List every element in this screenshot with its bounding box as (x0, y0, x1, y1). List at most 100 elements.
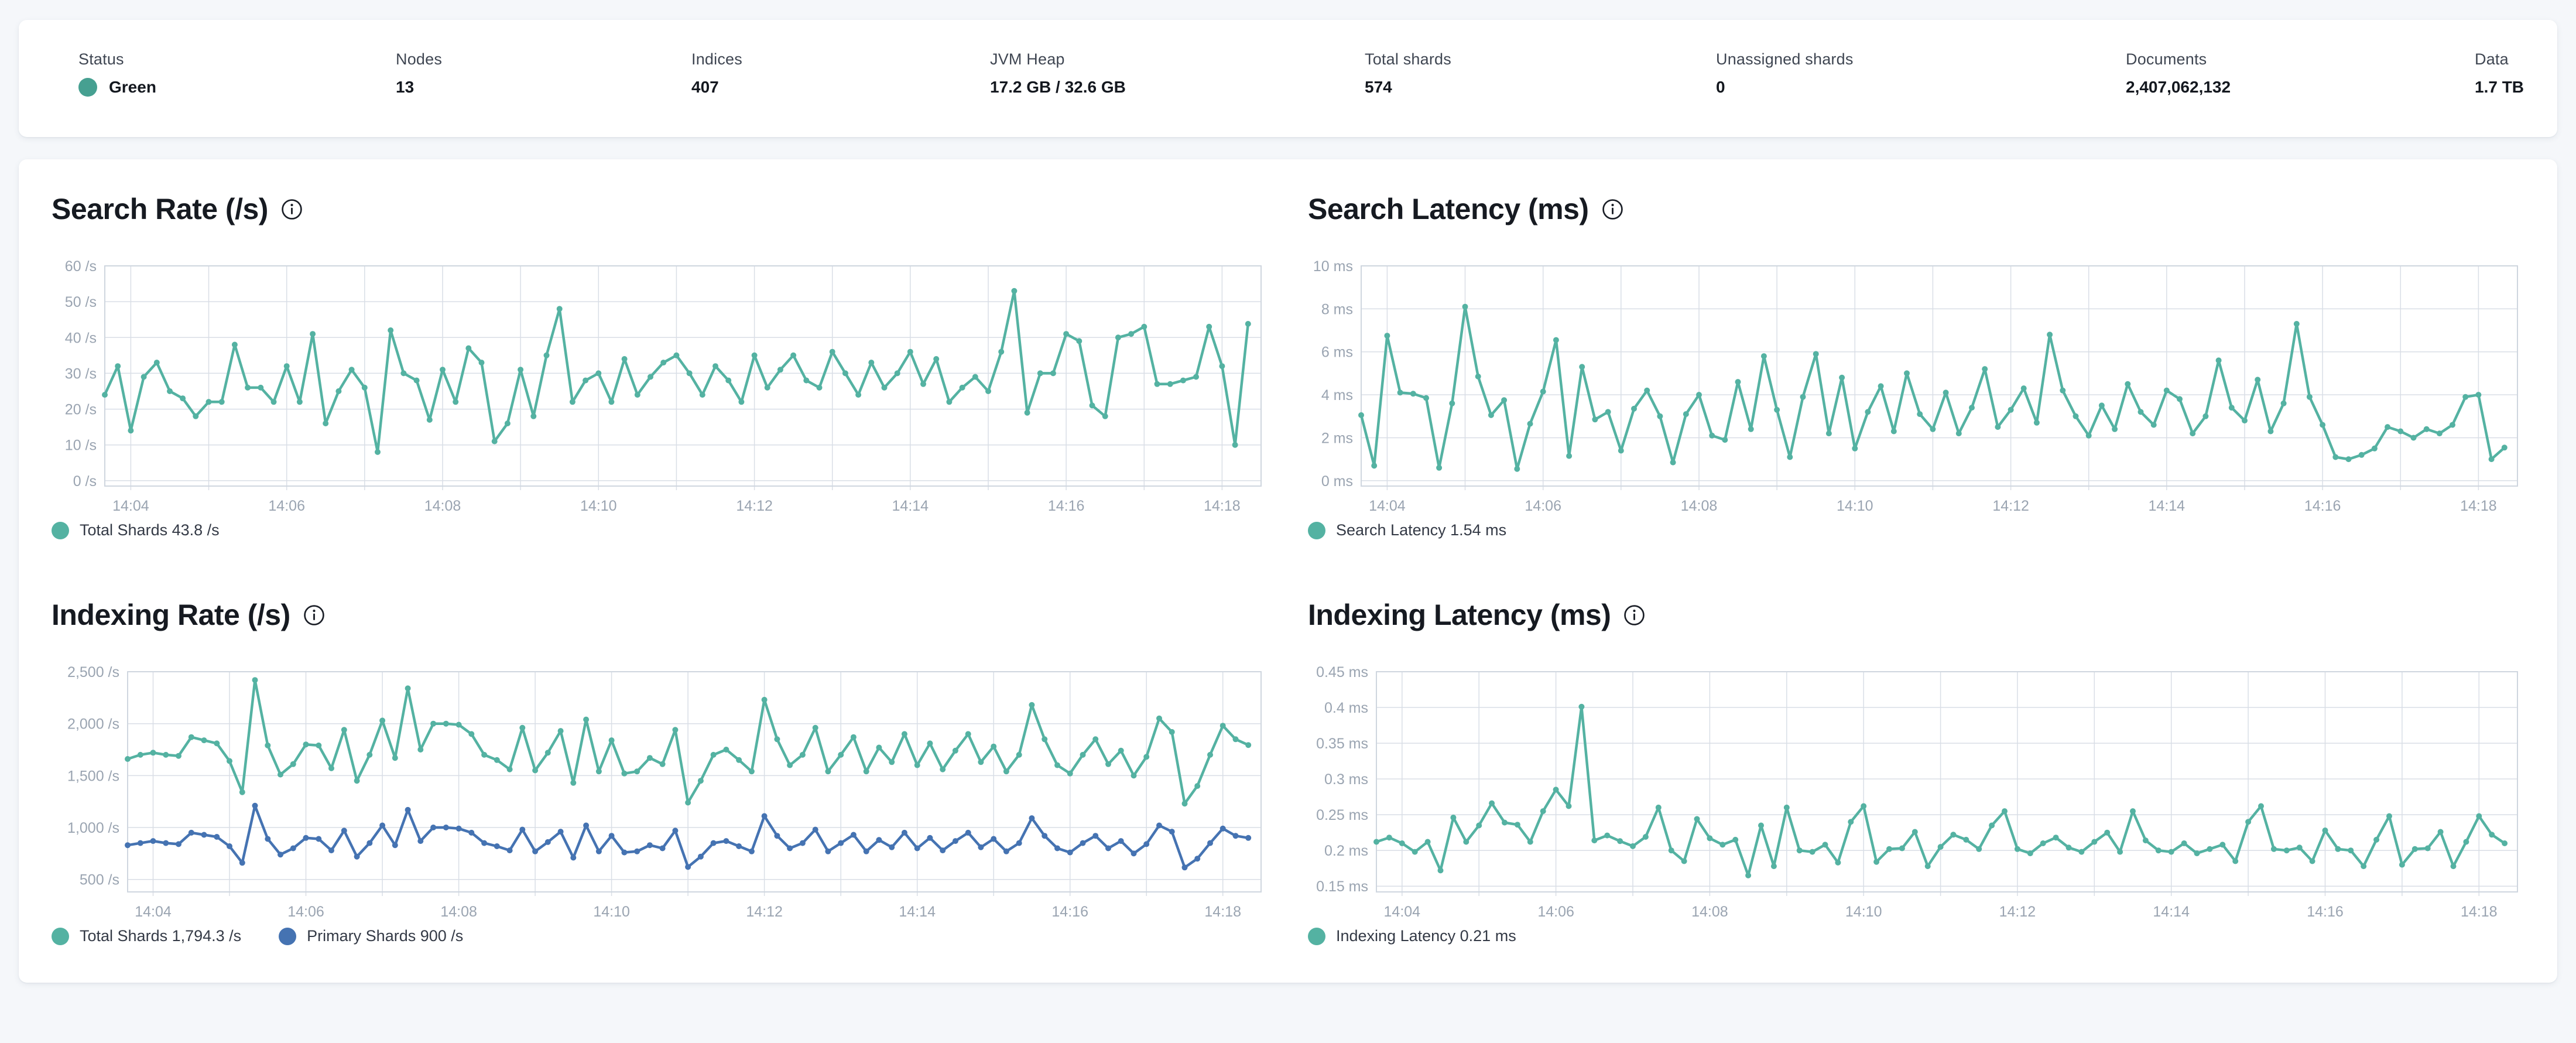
svg-text:14:12: 14:12 (746, 904, 783, 919)
info-icon[interactable] (303, 604, 325, 626)
legend-item: Total Shards 1,794.3 /s (52, 927, 241, 945)
svg-text:14:14: 14:14 (2149, 498, 2186, 513)
legend-dot (279, 927, 297, 945)
status-item-unassigned-shards: Unassigned shards 0 (1716, 50, 1854, 96)
chart-title: Search Latency (ms) (1308, 192, 2527, 226)
svg-text:14:16: 14:16 (2304, 498, 2341, 513)
legend-dot (1308, 927, 1325, 945)
svg-text:0 ms: 0 ms (1321, 473, 1353, 490)
svg-text:14:10: 14:10 (580, 498, 617, 513)
svg-text:14:08: 14:08 (1681, 498, 1718, 513)
svg-text:14:14: 14:14 (892, 498, 929, 513)
svg-text:14:04: 14:04 (1384, 904, 1421, 919)
svg-text:2,500 /s: 2,500 /s (67, 666, 119, 680)
svg-text:0 /s: 0 /s (73, 473, 97, 490)
legend-dot (52, 927, 69, 945)
svg-text:0.4 ms: 0.4 ms (1324, 700, 1368, 716)
svg-text:14:06: 14:06 (287, 904, 324, 919)
svg-text:14:08: 14:08 (1691, 904, 1728, 919)
status-value: Green (78, 78, 396, 97)
svg-text:4 ms: 4 ms (1321, 387, 1353, 403)
status-item-data: Data 1.7 TB (2475, 50, 2524, 96)
chart-legend: Total Shards 43.8 /s (52, 521, 1270, 539)
chart-title: Indexing Rate (/s) (52, 598, 1270, 632)
svg-text:0.35 ms: 0.35 ms (1316, 736, 1368, 752)
search-latency-section: Search Latency (ms) 0 ms 2 ms 4 ms 6 ms 8 ms… (1308, 192, 2527, 539)
cluster-overview-page: Status Green Nodes 13 Indices 407 JVM He… (19, 20, 2557, 983)
status-item-total-shards: Total shards 574 (1365, 50, 1451, 96)
svg-text:50 /s: 50 /s (65, 294, 97, 310)
chart-title: Indexing Latency (ms) (1308, 598, 2527, 632)
svg-text:14:12: 14:12 (1992, 498, 2029, 513)
svg-text:14:12: 14:12 (736, 498, 773, 513)
search-rate-chart[interactable]: 0 /s 10 /s 20 /s 30 /s 40 /s 50 /s 60 /s 14:04 1… (52, 260, 1270, 513)
svg-text:14:06: 14:06 (268, 498, 305, 513)
svg-text:14:16: 14:16 (1048, 498, 1085, 513)
svg-text:30 /s: 30 /s (65, 365, 97, 382)
indexing-latency-chart[interactable]: 0.15 ms 0.2 ms 0.25 ms 0.3 ms 0.35 ms 0.4 ms 0… (1308, 666, 2527, 919)
metrics-panel: Search Rate (/s) 0 /s 10 /s 20 /s 30 /s 40 /… (19, 159, 2557, 983)
svg-text:8 ms: 8 ms (1321, 301, 1353, 317)
svg-text:60 /s: 60 /s (65, 260, 97, 275)
status-badge: Green (109, 78, 156, 96)
status-item-nodes: Nodes 13 (396, 50, 443, 96)
svg-text:14:10: 14:10 (593, 904, 630, 919)
svg-text:14:18: 14:18 (2461, 904, 2498, 919)
svg-text:10 /s: 10 /s (65, 437, 97, 454)
indexing-latency-section: Indexing Latency (ms) 0.15 ms 0.2 ms 0.25 … (1308, 598, 2527, 945)
svg-text:0.45 ms: 0.45 ms (1316, 666, 1368, 680)
legend-item: Primary Shards 900 /s (279, 927, 463, 945)
svg-text:0.15 ms: 0.15 ms (1316, 878, 1368, 895)
svg-text:6 ms: 6 ms (1321, 344, 1353, 361)
legend-item: Total Shards 43.8 /s (52, 521, 220, 539)
svg-text:0.2 ms: 0.2 ms (1324, 843, 1368, 859)
search-rate-section: Search Rate (/s) 0 /s 10 /s 20 /s 30 /s 40 /… (52, 192, 1270, 539)
svg-text:14:14: 14:14 (2153, 904, 2190, 919)
legend-dot (52, 521, 69, 539)
svg-text:14:14: 14:14 (899, 904, 936, 919)
info-icon[interactable] (1623, 604, 1645, 626)
status-item-status: Status Green (78, 50, 396, 97)
svg-text:2 ms: 2 ms (1321, 430, 1353, 447)
svg-text:20 /s: 20 /s (65, 402, 97, 418)
chart-legend: Search Latency 1.54 ms (1308, 521, 2527, 539)
svg-text:14:18: 14:18 (1204, 904, 1241, 919)
svg-text:14:04: 14:04 (135, 904, 172, 919)
legend-item: Indexing Latency 0.21 ms (1308, 927, 1516, 945)
indexing-rate-chart[interactable]: 500 /s 1,000 /s 1,500 /s 2,000 /s 2,500 /s 14… (52, 666, 1270, 919)
chart-title: Search Rate (/s) (52, 192, 1270, 226)
search-latency-chart[interactable]: 0 ms 2 ms 4 ms 6 ms 8 ms 10 ms 14:04 14:06 14:08… (1308, 260, 2527, 513)
svg-text:14:04: 14:04 (1369, 498, 1406, 513)
svg-text:14:10: 14:10 (1837, 498, 1873, 513)
indexing-rate-section: Indexing Rate (/s) 500 /s 1,000 /s 1,500 /… (52, 598, 1270, 945)
svg-text:0.3 ms: 0.3 ms (1324, 771, 1368, 788)
svg-text:14:06: 14:06 (1525, 498, 1561, 513)
svg-text:14:16: 14:16 (1051, 904, 1088, 919)
svg-text:1,500 /s: 1,500 /s (67, 768, 119, 784)
svg-text:14:18: 14:18 (2460, 498, 2497, 513)
svg-text:14:06: 14:06 (1537, 904, 1574, 919)
status-item-documents: Documents 2,407,062,132 (2126, 50, 2231, 96)
svg-text:14:04: 14:04 (112, 498, 149, 513)
legend-item: Search Latency 1.54 ms (1308, 521, 1506, 539)
svg-text:14:12: 14:12 (1999, 904, 2036, 919)
status-label: Status (78, 50, 124, 68)
legend-dot (1308, 521, 1325, 539)
info-icon[interactable] (1602, 199, 1623, 220)
svg-text:2,000 /s: 2,000 /s (67, 716, 119, 733)
cluster-status-bar: Status Green Nodes 13 Indices 407 JVM He… (19, 20, 2557, 137)
svg-text:14:16: 14:16 (2307, 904, 2344, 919)
svg-text:14:08: 14:08 (424, 498, 461, 513)
status-item-jvm-heap: JVM Heap 17.2 GB / 32.6 GB (990, 50, 1126, 96)
svg-text:14:18: 14:18 (1204, 498, 1241, 513)
svg-text:500 /s: 500 /s (80, 872, 119, 888)
health-status-dot (78, 78, 97, 97)
chart-legend: Total Shards 1,794.3 /s Primary Shards 9… (52, 927, 1270, 945)
svg-text:0.25 ms: 0.25 ms (1316, 807, 1368, 823)
svg-text:40 /s: 40 /s (65, 330, 97, 346)
svg-text:14:10: 14:10 (1845, 904, 1882, 919)
status-item-indices: Indices 407 (691, 50, 742, 96)
info-icon[interactable] (281, 199, 303, 220)
svg-text:14:08: 14:08 (440, 904, 477, 919)
chart-legend: Indexing Latency 0.21 ms (1308, 927, 2527, 945)
